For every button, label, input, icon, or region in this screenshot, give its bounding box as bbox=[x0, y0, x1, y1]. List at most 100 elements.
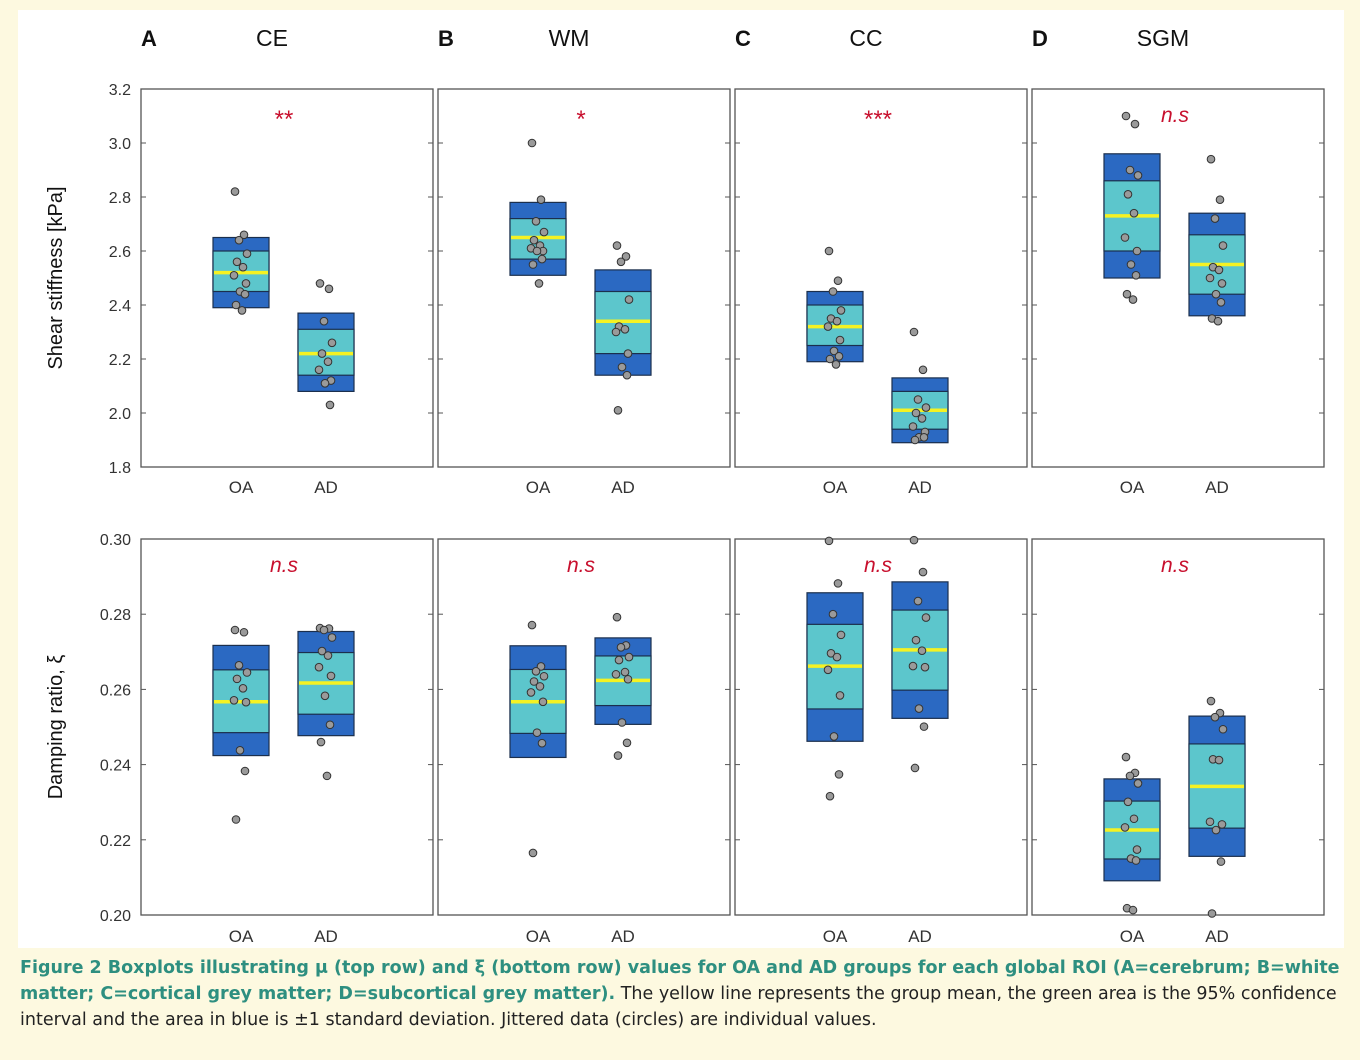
data-point bbox=[918, 365, 928, 375]
data-point bbox=[623, 349, 633, 358]
data-point bbox=[232, 674, 242, 684]
data-point bbox=[914, 704, 924, 713]
data-point bbox=[1129, 208, 1139, 218]
data-point bbox=[537, 254, 547, 264]
x-tick-label: AD bbox=[1205, 927, 1229, 946]
data-point bbox=[611, 670, 621, 679]
data-point bbox=[620, 667, 630, 677]
data-point bbox=[1128, 295, 1138, 304]
data-point bbox=[325, 400, 335, 410]
data-point bbox=[828, 609, 838, 619]
data-point bbox=[531, 667, 541, 676]
data-point bbox=[613, 751, 623, 760]
data-point bbox=[622, 738, 632, 748]
y-tick-label: 0.24 bbox=[100, 758, 131, 775]
data-point bbox=[833, 579, 843, 588]
data-point bbox=[526, 688, 536, 697]
data-point bbox=[829, 732, 839, 741]
data-point bbox=[319, 316, 329, 326]
data-point bbox=[232, 257, 242, 267]
data-point bbox=[613, 406, 623, 415]
data-point bbox=[1129, 814, 1139, 824]
x-tick-label: AD bbox=[1205, 478, 1229, 497]
data-point bbox=[231, 300, 241, 310]
data-point bbox=[612, 241, 622, 250]
caption-body: The yellow line represents the group mea… bbox=[20, 984, 1337, 1030]
data-point bbox=[834, 770, 844, 779]
data-point bbox=[539, 671, 549, 681]
data-point bbox=[617, 718, 627, 727]
data-point bbox=[1207, 909, 1217, 918]
data-point bbox=[1125, 165, 1135, 175]
data-point bbox=[617, 362, 627, 372]
data-point bbox=[320, 691, 330, 701]
data-point bbox=[1216, 298, 1226, 307]
data-point bbox=[323, 651, 333, 660]
data-point bbox=[835, 335, 845, 345]
data-point bbox=[919, 433, 929, 442]
data-point bbox=[319, 625, 329, 635]
data-point bbox=[826, 649, 836, 658]
data-point bbox=[239, 627, 249, 637]
data-point bbox=[832, 316, 842, 326]
data-point bbox=[621, 252, 631, 261]
data-point bbox=[825, 791, 835, 801]
data-point bbox=[836, 306, 846, 315]
y-axis-label: Damping ratio, ξ bbox=[45, 655, 67, 800]
data-point bbox=[234, 235, 244, 245]
significance-label: ** bbox=[275, 106, 294, 133]
data-point bbox=[527, 138, 537, 148]
panel-letter: B bbox=[438, 26, 454, 51]
data-point bbox=[624, 652, 634, 662]
data-point bbox=[320, 379, 330, 388]
data-point bbox=[535, 682, 545, 691]
data-point bbox=[835, 691, 845, 700]
panel-frame bbox=[140, 538, 434, 916]
data-point bbox=[828, 287, 838, 296]
panel-frame bbox=[140, 88, 434, 468]
y-tick-label: 0.22 bbox=[100, 833, 131, 850]
y-tick-label: 0.26 bbox=[100, 682, 131, 699]
data-point bbox=[1123, 190, 1133, 199]
data-point bbox=[315, 279, 325, 288]
data-point bbox=[241, 697, 251, 707]
x-tick-label: OA bbox=[823, 478, 848, 497]
data-point bbox=[536, 662, 546, 671]
data-point bbox=[538, 697, 548, 707]
data-point bbox=[1121, 111, 1131, 121]
data-point bbox=[1217, 279, 1227, 288]
data-point bbox=[1132, 246, 1142, 256]
data-point bbox=[1120, 233, 1130, 242]
data-point bbox=[921, 403, 931, 412]
data-point bbox=[909, 535, 919, 545]
data-point bbox=[539, 227, 549, 237]
y-tick-label: 2.2 bbox=[109, 352, 131, 369]
y-tick-label: 0.20 bbox=[100, 908, 131, 925]
data-point bbox=[1125, 771, 1135, 781]
panel-title: SGM bbox=[1137, 25, 1189, 51]
data-point bbox=[527, 620, 537, 630]
data-point bbox=[231, 815, 241, 824]
data-point bbox=[532, 728, 542, 737]
data-point bbox=[317, 349, 327, 358]
data-point bbox=[1218, 241, 1228, 250]
data-point bbox=[616, 257, 626, 267]
data-point bbox=[1126, 260, 1136, 269]
data-point bbox=[622, 370, 632, 380]
data-point bbox=[1216, 857, 1226, 866]
data-point bbox=[237, 306, 247, 315]
data-point bbox=[242, 668, 252, 677]
data-point bbox=[235, 746, 245, 755]
data-point bbox=[314, 365, 324, 375]
data-point bbox=[1210, 214, 1220, 223]
data-point bbox=[536, 195, 546, 204]
data-point bbox=[823, 665, 833, 675]
panel-frame bbox=[734, 538, 1028, 916]
data-point bbox=[1214, 265, 1224, 275]
data-point bbox=[1205, 273, 1215, 283]
data-point bbox=[836, 630, 846, 640]
data-point bbox=[917, 414, 927, 423]
data-point bbox=[531, 217, 541, 226]
data-point bbox=[620, 325, 630, 334]
